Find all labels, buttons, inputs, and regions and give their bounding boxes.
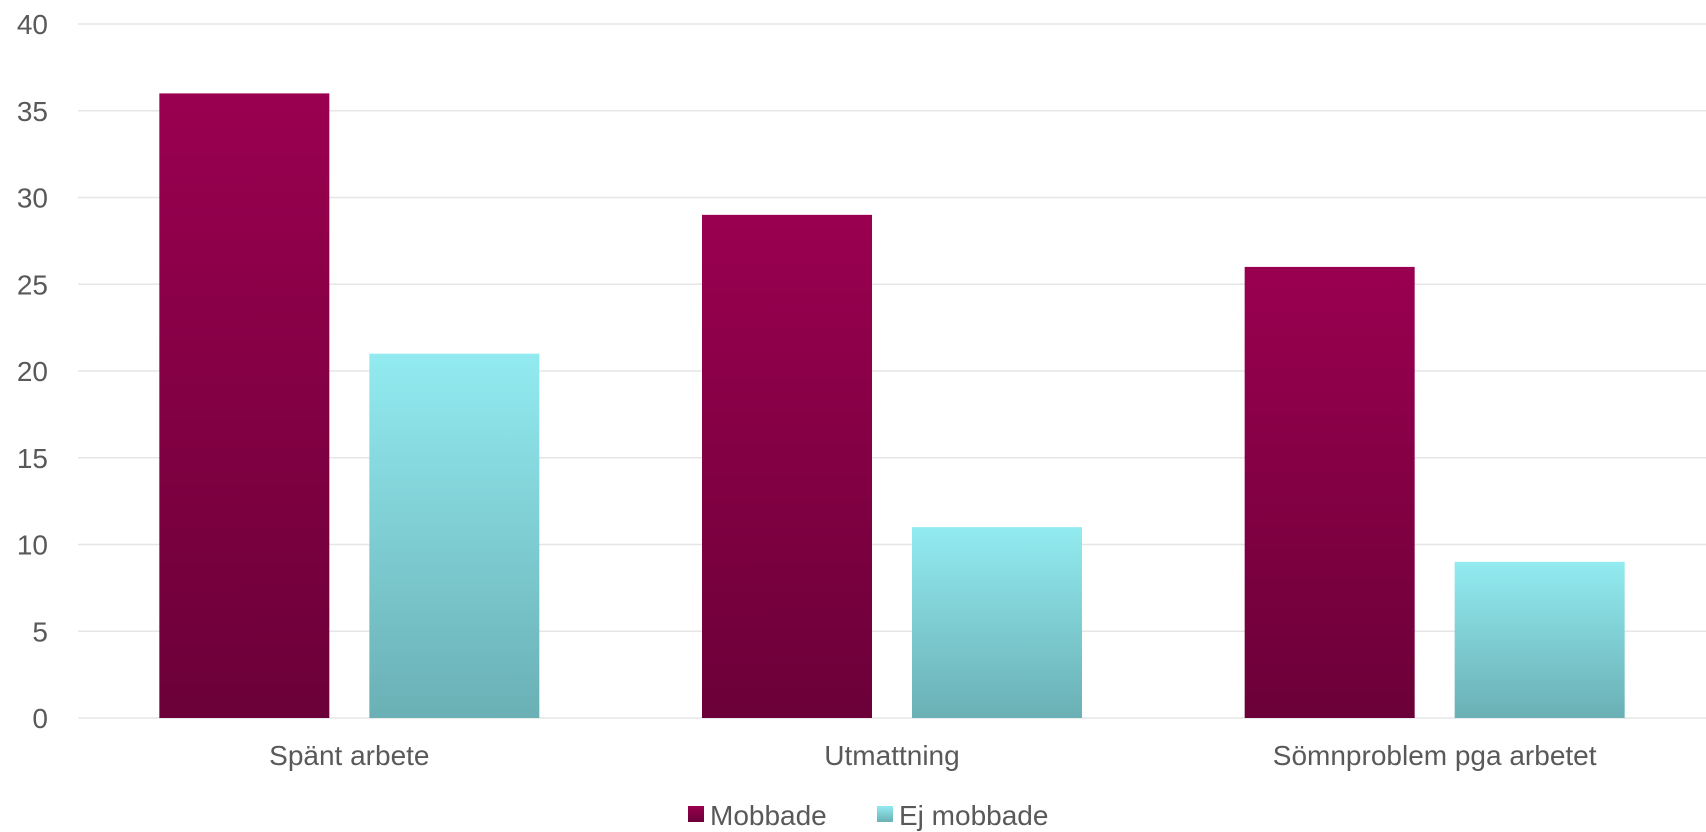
legend-label: Mobbade xyxy=(710,800,827,831)
bar-ej-mobbade-0 xyxy=(369,353,540,718)
legend: Mobbade Ej mobbade xyxy=(688,800,1048,831)
legend-label: Ej mobbade xyxy=(899,800,1048,831)
bar-ej-mobbade-2 xyxy=(1454,561,1625,718)
y-axis: 0 5 10 15 20 25 30 35 40 xyxy=(17,9,48,734)
legend-swatch-ej-mobbade xyxy=(877,806,893,822)
y-tick-label: 0 xyxy=(32,703,48,734)
y-tick-label: 20 xyxy=(17,356,48,387)
y-tick-label: 10 xyxy=(17,530,48,561)
bar-ej-mobbade-1 xyxy=(912,527,1082,718)
bar-mobbade-0 xyxy=(159,93,330,718)
gridlines xyxy=(78,23,1706,719)
bar-mobbade-1 xyxy=(702,214,872,718)
y-tick-label: 15 xyxy=(17,443,48,474)
bars xyxy=(159,93,1625,718)
x-category-label: Utmattning xyxy=(824,740,959,771)
y-tick-label: 35 xyxy=(17,96,48,127)
y-tick-label: 5 xyxy=(32,616,48,647)
bar-mobbade-2 xyxy=(1244,266,1415,718)
y-tick-label: 25 xyxy=(17,269,48,300)
legend-swatch-mobbade xyxy=(688,806,704,822)
x-category-label: Spänt arbete xyxy=(269,740,429,771)
y-tick-label: 40 xyxy=(17,9,48,40)
x-axis: Spänt arbete Utmattning Sömnproblem pga ar… xyxy=(269,740,1597,771)
x-category-label: Sömnproblem pga arbetet xyxy=(1273,740,1597,771)
y-tick-label: 30 xyxy=(17,183,48,214)
